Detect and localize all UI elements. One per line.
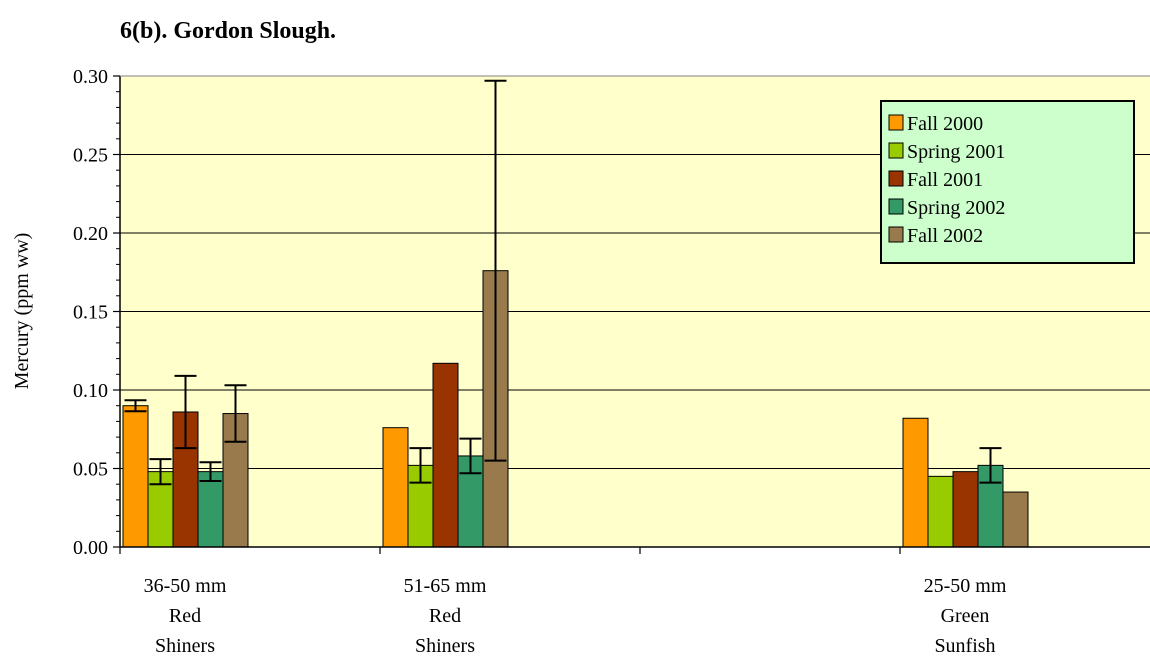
legend-swatch	[888, 198, 904, 215]
y-tick-label: 0.30	[73, 66, 108, 88]
y-tick-label: 0.25	[73, 145, 108, 167]
bar	[197, 471, 224, 548]
x-tick-label: Shiners	[155, 635, 215, 657]
y-axis-label: Mercury (ppm ww)	[11, 233, 33, 390]
x-tick-label: Green	[941, 605, 990, 627]
legend-entry: Spring 2002	[907, 197, 1005, 219]
bar	[432, 362, 459, 548]
y-tick-label: 0.00	[73, 537, 108, 559]
bar	[122, 405, 149, 548]
bar	[952, 471, 979, 548]
x-tick-label: Sunfish	[934, 635, 995, 657]
bar	[382, 427, 409, 548]
legend-entry: Fall 2001	[907, 169, 983, 191]
legend-box	[880, 100, 1135, 264]
y-tick-label: 0.10	[73, 380, 108, 402]
legend: Fall 2000 Spring 2001 Fall 2001 Spring 2002…	[880, 100, 1135, 264]
y-tick-label: 0.15	[73, 302, 108, 324]
bar	[902, 417, 929, 548]
y-tick-label: 0.05	[73, 459, 108, 481]
x-tick-label: Shiners	[415, 635, 475, 657]
bar	[1002, 491, 1029, 548]
x-tick-label: 25-50 mm	[924, 575, 1007, 597]
legend-entry: Fall 2000	[907, 113, 983, 135]
legend-entry: Spring 2001	[907, 141, 1005, 163]
legend-swatch	[888, 142, 904, 159]
x-tick-label: Red	[429, 605, 461, 627]
legend-swatch	[888, 114, 904, 131]
x-tick-label: Red	[169, 605, 201, 627]
y-tick-label: 0.20	[73, 223, 108, 245]
bar	[927, 475, 954, 548]
x-tick-label: 51-65 mm	[404, 575, 487, 597]
chart-title: 6(b). Gordon Slough.	[120, 18, 336, 44]
x-tick-label: 36-50 mm	[144, 575, 227, 597]
legend-entry: Fall 2002	[907, 225, 983, 247]
legend-swatch	[888, 170, 904, 187]
legend-swatch	[888, 226, 904, 243]
